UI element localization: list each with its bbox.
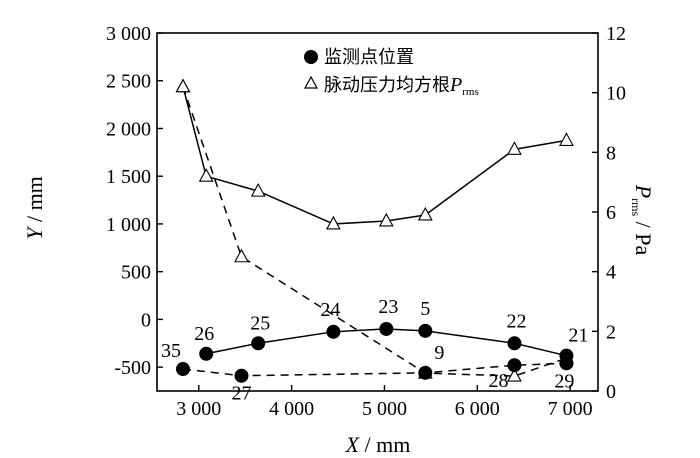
legend: 监测点位置 脉动压力均方根Prms xyxy=(303,47,479,98)
prms-triangle-marker xyxy=(325,215,341,230)
y-right-tick-label: 4 xyxy=(606,262,616,284)
y-right-tick-label: 2 xyxy=(606,321,616,343)
y-left-tick-label: 2 000 xyxy=(106,118,151,140)
monitor-point-label: 26 xyxy=(194,323,214,345)
y-left-axis-symbol: Y xyxy=(22,225,47,240)
monitor-point-marker xyxy=(418,365,433,380)
prms-solid-line xyxy=(182,86,567,225)
monitor-point-marker xyxy=(326,324,341,339)
monitor-point-label: 5 xyxy=(420,298,430,320)
series-lines-layer xyxy=(182,86,567,377)
prms-triangle-marker xyxy=(559,132,574,146)
legend-label-prms: 脉动压力均方根Prms xyxy=(324,74,479,98)
monitor-point-label: 23 xyxy=(378,296,398,318)
x-axis-symbol: X xyxy=(345,432,361,457)
prms-triangle-marker xyxy=(250,182,266,197)
y-left-axis-title: Y / mm xyxy=(22,176,47,240)
monitor-point-label: 21 xyxy=(568,325,588,347)
y-right-tick-label: 6 xyxy=(606,202,616,224)
monitor-point-marker xyxy=(251,336,266,351)
y-right-tick-label: 10 xyxy=(606,83,626,105)
y-left-tick-label: 0 xyxy=(141,309,151,331)
prms-triangle-marker xyxy=(234,248,249,263)
x-tick-label: 4 000 xyxy=(269,398,314,420)
legend-label-prms-symbol: P xyxy=(449,74,462,96)
y-right-axis-symbol: P xyxy=(631,184,656,198)
x-tick-label: 6 000 xyxy=(455,398,500,420)
monitor-point-marker xyxy=(507,358,522,373)
prms-triangle-marker xyxy=(417,206,433,221)
y-left-tick-label: 3 000 xyxy=(106,23,151,45)
x-axis-title: X / mm xyxy=(345,432,411,457)
monitor-point-label: 29 xyxy=(554,370,574,392)
y-left-tick-label: 500 xyxy=(121,262,151,284)
x-tick-label: 5 000 xyxy=(362,398,407,420)
y-left-tick-label: 1 500 xyxy=(106,166,151,188)
monitor-point-marker xyxy=(175,362,190,377)
monitor-point-marker xyxy=(418,323,433,338)
legend-label-prms-text: 脉动压力均方根 xyxy=(324,75,450,96)
monitor-point-marker xyxy=(559,356,574,371)
monitor-point-marker xyxy=(507,336,522,351)
y-right-axis-title: Prms / Pa xyxy=(629,184,656,256)
monitor-point-label: 35 xyxy=(161,340,181,362)
monitor-point-marker xyxy=(379,321,394,336)
legend-marker-filled-circle xyxy=(304,50,318,64)
legend-label-monitor-points: 监测点位置 xyxy=(324,47,414,68)
monitor-point-label: 24 xyxy=(320,299,340,321)
legend-marker-open-triangle xyxy=(303,75,319,89)
prms-triangle-marker xyxy=(175,78,191,93)
y-right-tick-label: 12 xyxy=(606,23,626,45)
monitor-point-label: 28 xyxy=(488,370,508,392)
prms-triangle-marker xyxy=(378,212,394,227)
monitor-point-marker xyxy=(199,346,214,361)
prms-triangle-marker xyxy=(507,141,522,155)
point-labels-layer: 35 26 27 25 24 23 59 22 28 21 29 xyxy=(161,296,588,405)
series-markers-layer xyxy=(175,78,574,383)
y-left-tick-label: -500 xyxy=(114,357,151,379)
prms-dashed-line xyxy=(182,86,567,377)
axes-layer: 3 000 4 000 5 000 6 000 7 000 -500 0 500 1 000 1 … xyxy=(106,23,626,420)
prms-triangle-marker xyxy=(198,168,214,182)
monitor-point-label: 22 xyxy=(506,310,526,332)
y-left-tick-label: 2 500 xyxy=(106,71,151,93)
monitor-point-label: 27 xyxy=(231,383,251,405)
prms-triangle-marker xyxy=(507,367,522,382)
monitor-point-marker xyxy=(234,368,249,383)
legend-label-prms-sub: rms xyxy=(462,86,479,98)
monitor-point-label: 9 xyxy=(434,342,444,364)
x-tick-label: 7 000 xyxy=(548,398,593,420)
x-axis-unit: / mm xyxy=(359,432,410,457)
y-right-tick-label: 0 xyxy=(606,381,616,403)
y-left-axis-unit: / mm xyxy=(22,176,47,227)
y-right-axis-unit: / Pa xyxy=(631,216,656,255)
y-right-tick-label: 8 xyxy=(606,142,616,164)
x-tick-label: 3 000 xyxy=(176,398,221,420)
monitor-point-label: 25 xyxy=(250,312,270,334)
y-right-axis-sub: rms xyxy=(629,198,643,216)
y-left-tick-label: 1 000 xyxy=(106,214,151,236)
